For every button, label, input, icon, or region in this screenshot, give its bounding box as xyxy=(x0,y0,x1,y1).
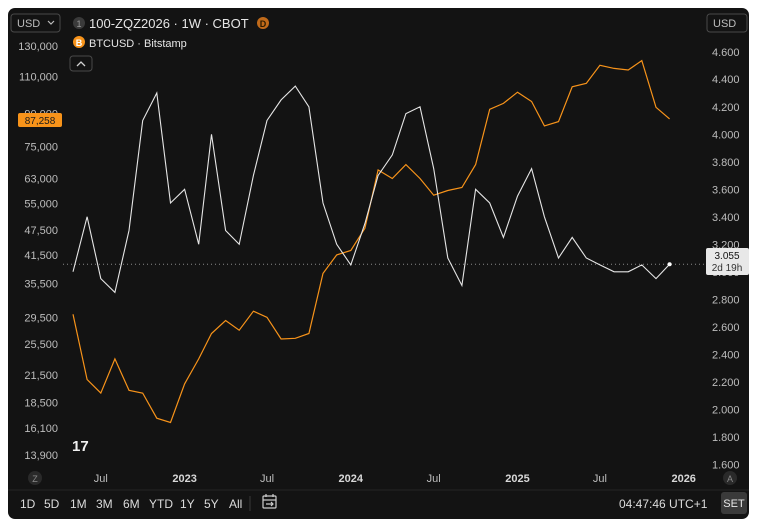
svg-text:2d 19h: 2d 19h xyxy=(712,263,743,274)
tradingview-logo: 17 xyxy=(72,438,89,455)
chevron-up-icon xyxy=(76,61,86,67)
svg-text:1: 1 xyxy=(76,19,81,29)
main-series-line xyxy=(72,85,670,294)
time-tick-label: Jul xyxy=(260,473,274,485)
right-currency-button[interactable]: USD xyxy=(706,13,748,33)
collapse-legend-button[interactable] xyxy=(69,55,93,72)
logo-text: 17 xyxy=(72,438,89,455)
range-button-6m[interactable]: 6M xyxy=(123,497,140,511)
left-tick-label: 47,500 xyxy=(24,225,58,237)
right-tick-label: 4.200 xyxy=(712,102,740,114)
date-range-button[interactable] xyxy=(262,494,277,509)
left-tick-label: 21,500 xyxy=(24,370,58,382)
main-last-price-label: 3.055 2d 19h xyxy=(706,248,749,275)
range-button-1d[interactable]: 1D xyxy=(20,497,36,511)
left-tick-label: 63,000 xyxy=(24,174,58,186)
left-tick-label: 25,500 xyxy=(24,339,58,351)
svg-text:SET: SET xyxy=(723,498,745,510)
time-tick-label: 2024 xyxy=(339,473,364,485)
time-tick-label: 2025 xyxy=(505,473,529,485)
symbol-title[interactable]: 100-ZQZ2026 · 1W · CBOT xyxy=(89,16,249,31)
left-tick-label: 29,500 xyxy=(24,312,58,324)
overlay-title[interactable]: BTCUSD · Bitstamp xyxy=(89,38,187,50)
left-tick-label: 110,000 xyxy=(19,72,58,84)
btc-last-price-label: 87,258 xyxy=(18,113,62,127)
z-button[interactable]: Z xyxy=(28,471,42,485)
range-button-5d[interactable]: 5D xyxy=(44,497,60,511)
left-tick-label: 13,900 xyxy=(24,450,58,462)
time-tick-label: Jul xyxy=(94,473,108,485)
svg-text:B: B xyxy=(76,38,83,48)
right-tick-label: 2.600 xyxy=(712,322,740,334)
right-tick-label: 4.000 xyxy=(712,129,740,141)
left-tick-label: 16,100 xyxy=(24,423,58,435)
btc-badge: B xyxy=(73,36,85,48)
left-tick-label: 41,500 xyxy=(24,250,58,262)
range-button-all[interactable]: All xyxy=(229,497,242,511)
range-button-3m[interactable]: 3M xyxy=(96,497,113,511)
a-button[interactable]: A xyxy=(723,471,737,485)
svg-text:Z: Z xyxy=(32,474,38,484)
d-badge: D xyxy=(257,17,269,29)
right-tick-label: 3.600 xyxy=(712,184,740,196)
right-tick-label: 2.800 xyxy=(712,294,740,306)
range-button-5y[interactable]: 5Y xyxy=(204,497,219,511)
left-tick-label: 35,500 xyxy=(24,279,58,291)
calendar-range-icon xyxy=(262,494,277,509)
range-selector[interactable]: 1D 5D 1M 3M 6M YTD 1Y 5Y All xyxy=(20,497,242,511)
svg-text:87,258: 87,258 xyxy=(25,116,56,127)
left-tick-label: 130,000 xyxy=(18,41,58,53)
symbol-1-badge: 1 xyxy=(73,17,85,29)
left-tick-label: 18,500 xyxy=(24,398,58,410)
left-tick-label: 55,000 xyxy=(24,198,58,210)
chevron-down-icon xyxy=(47,20,55,25)
range-button-1y[interactable]: 1Y xyxy=(180,497,195,511)
chart-window: USD USD 1 100-ZQZ2026 · 1W · CBOT D B BT… xyxy=(8,8,749,519)
left-tick-label: 75,000 xyxy=(24,142,58,154)
main-last-point xyxy=(667,262,672,267)
right-tick-label: 3.400 xyxy=(712,212,740,224)
right-tick-label: 3.800 xyxy=(712,157,740,169)
right-tick-label: 2.000 xyxy=(712,404,740,416)
right-tick-label: 4.600 xyxy=(712,47,740,59)
chart-svg[interactable]: USD USD 1 100-ZQZ2026 · 1W · CBOT D B BT… xyxy=(8,8,749,519)
right-tick-label: 1.600 xyxy=(712,459,740,471)
time-axis[interactable]: Jul 2023 Jul 2024 Jul 2025 Jul 2026 xyxy=(94,473,696,485)
time-tick-label: 2023 xyxy=(172,473,196,485)
time-tick-label: 2026 xyxy=(671,473,695,485)
right-tick-label: 4.400 xyxy=(712,74,740,86)
svg-text:D: D xyxy=(260,19,267,29)
right-currency-label: USD xyxy=(713,18,736,30)
time-tick-label: Jul xyxy=(593,473,607,485)
range-button-ytd[interactable]: YTD xyxy=(149,497,173,511)
right-tick-label: 2.200 xyxy=(712,377,740,389)
clock-display[interactable]: 04:47:46 UTC+1 xyxy=(619,497,708,511)
svg-text:3.055: 3.055 xyxy=(714,251,739,262)
set-button[interactable]: SET xyxy=(721,492,747,514)
svg-text:A: A xyxy=(727,474,733,484)
range-button-1m[interactable]: 1M xyxy=(70,497,87,511)
time-tick-label: Jul xyxy=(427,473,441,485)
right-tick-label: 1.800 xyxy=(712,432,740,444)
left-currency-button[interactable]: USD xyxy=(10,13,61,33)
btc-series-line xyxy=(72,59,670,424)
left-axis[interactable]: 130,000110,00090,00075,00063,00055,00047… xyxy=(18,41,58,462)
left-currency-label: USD xyxy=(17,18,40,30)
right-tick-label: 2.400 xyxy=(712,349,740,361)
